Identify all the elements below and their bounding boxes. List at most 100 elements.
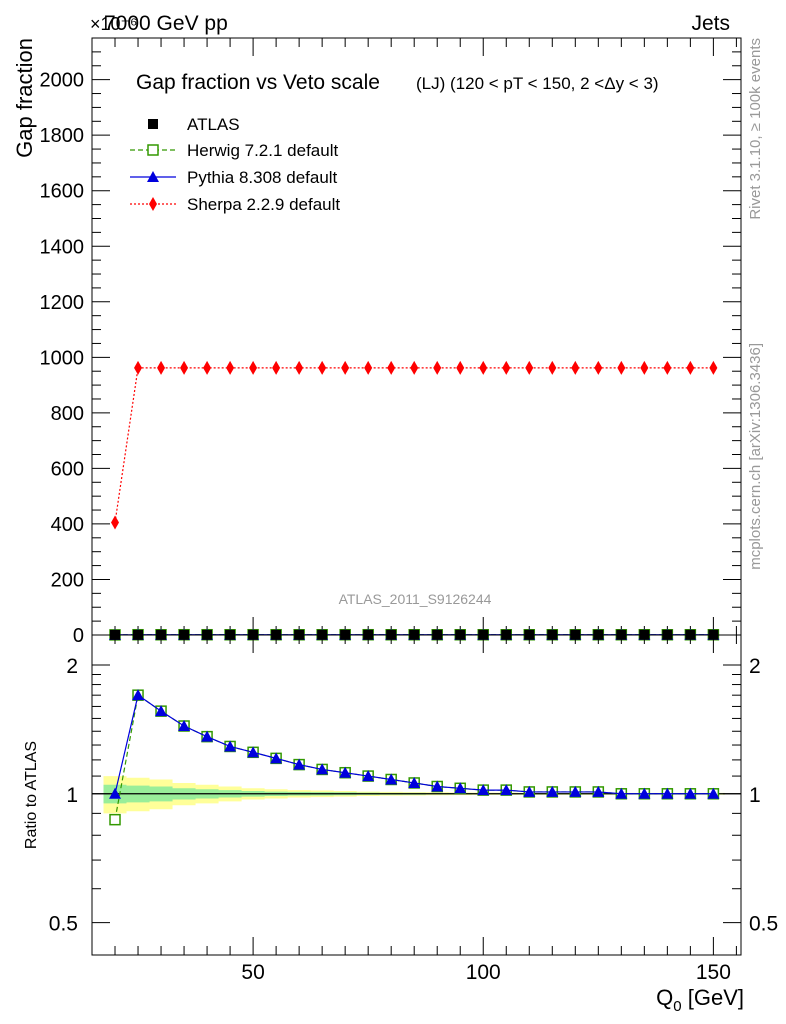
main-data-point [364, 360, 373, 375]
main-y-tick-label: 1400 [40, 236, 85, 258]
legend-label: Sherpa 2.2.9 default [187, 195, 340, 214]
x-axis-label-main: Q [656, 985, 673, 1010]
mcplots-label: mcplots.cern.ch [arXiv:1306.3436] [747, 343, 764, 570]
ratio-axis-ticks [92, 635, 741, 955]
main-data-point [180, 360, 189, 375]
main-y-tick-label: 600 [51, 458, 84, 480]
main-data-point [502, 360, 511, 375]
main-data-point [663, 360, 672, 375]
x-axis-label: Q0 [GeV] [656, 985, 744, 1015]
main-series-3 [111, 360, 718, 530]
main-series-line [114, 367, 714, 523]
ratio-data-point [224, 740, 237, 752]
ratio-data-point [592, 785, 605, 797]
legend-label: Pythia 8.308 default [187, 168, 338, 187]
main-data-point [134, 360, 143, 375]
ratio-y-axis-label: Ratio to ATLAS [23, 741, 40, 849]
legend-marker [147, 144, 159, 156]
main-y-tick-labels: 0 200 400 600 800 1000 1200 1400 1600 1800 2000 [40, 70, 85, 647]
legend-label: Herwig 7.2.1 default [187, 141, 338, 160]
legend-item: ATLAS [148, 115, 240, 134]
main-data-point [341, 360, 350, 375]
main-y-tick-label: 400 [51, 514, 84, 536]
legend-marker [148, 119, 158, 129]
ratio-data-point [500, 784, 513, 796]
main-data-point [387, 360, 396, 375]
ratio-data-point [316, 763, 329, 775]
legend: ATLAS Herwig 7.2.1 default Pythia 8.308 de… [130, 115, 340, 214]
ratio-data-point [270, 752, 283, 764]
ratio-data-point [385, 773, 398, 785]
exponent-label: ×10⁻⁶ [90, 14, 137, 34]
main-data-point [686, 360, 695, 375]
main-y-tick-label: 2000 [40, 70, 85, 92]
main-data-point [709, 360, 718, 375]
ratio-data-point [615, 787, 628, 799]
ratio-y-tick-label-right: 0.5 [749, 913, 778, 936]
main-data-point [640, 360, 649, 375]
main-y-tick-label: 1200 [40, 292, 85, 314]
main-data-point [249, 360, 258, 375]
ratio-panel: 0.5 0.5 1 1 2 2 50 100 150 Ratio to ATLAS Q0 [G… [23, 634, 778, 1015]
legend-item: Sherpa 2.2.9 default [130, 195, 340, 214]
header-right: Jets [691, 12, 730, 35]
ratio-data-point [638, 787, 651, 799]
x-axis-label-unit: [GeV] [682, 985, 744, 1010]
legend-item: Herwig 7.2.1 default [130, 141, 338, 160]
legend-label: ATLAS [187, 115, 240, 134]
ratio-data-point [132, 689, 145, 701]
ratio-data-point [109, 787, 122, 799]
main-y-tick-label: 200 [51, 569, 84, 591]
ratio-y-tick-labels: 0.5 0.5 1 1 2 2 [49, 655, 778, 936]
x-tick-label: 150 [696, 961, 731, 984]
chart-subtitle: (LJ) (120 < pT < 150, 2 <Δy < 3) [416, 74, 659, 93]
main-y-tick-label: 0 [73, 625, 84, 647]
ratio-data-point [546, 785, 559, 797]
chart-title: Gap fraction vs Veto scale [136, 71, 380, 94]
main-data-point [456, 360, 465, 375]
x-axis-label-subscript: 0 [673, 998, 681, 1015]
main-y-axis-label: Gap fraction [12, 38, 37, 158]
main-data-point [272, 360, 281, 375]
rivet-label: Rivet 3.1.10, ≥ 100k events [747, 38, 764, 220]
ratio-data-point [362, 770, 375, 782]
ratio-y-tick-label-right: 2 [749, 655, 761, 678]
main-data-point [318, 360, 327, 375]
main-data-point [410, 360, 419, 375]
main-data-point [479, 360, 488, 375]
main-data-point [571, 360, 580, 375]
main-data-point [111, 515, 120, 530]
main-data-point [525, 360, 534, 375]
main-panel: 0 200 400 600 800 1000 1200 1400 1600 1800 2000 Ga… [12, 37, 742, 647]
x-tick-label: 100 [466, 961, 501, 984]
ratio-data-point [109, 813, 121, 826]
main-y-tick-label: 1800 [40, 125, 85, 147]
legend-marker [149, 197, 157, 211]
main-data-point [226, 360, 235, 375]
ratio-data-point [454, 782, 467, 794]
header-left: 7000 GeV pp [104, 12, 228, 35]
ratio-series-0 [109, 689, 720, 826]
ratio-data-point [155, 705, 168, 717]
ratio-data-point [178, 720, 191, 732]
ratio-data-point [408, 776, 421, 788]
main-data-point [157, 360, 166, 375]
x-tick-label: 50 [241, 961, 264, 984]
ratio-data-point [477, 784, 490, 796]
ratio-y-tick-label-right: 1 [749, 784, 761, 807]
main-data-point [295, 360, 304, 375]
ratio-series-group [109, 689, 720, 826]
main-y-tick-label: 1600 [40, 181, 85, 203]
ratio-data-point [684, 787, 697, 799]
legend-item: Pythia 8.308 default [130, 168, 338, 187]
ratio-data-point [707, 787, 720, 799]
ratio-y-tick-label: 0.5 [49, 913, 78, 936]
ratio-data-point [661, 787, 674, 799]
ratio-band-outer [103, 776, 725, 814]
main-y-tick-label: 1000 [40, 347, 85, 369]
ratio-data-point [293, 758, 306, 770]
main-y-tick-label: 800 [51, 403, 84, 425]
ratio-y-tick-label: 1 [66, 784, 78, 807]
ratio-series-1 [109, 689, 720, 799]
